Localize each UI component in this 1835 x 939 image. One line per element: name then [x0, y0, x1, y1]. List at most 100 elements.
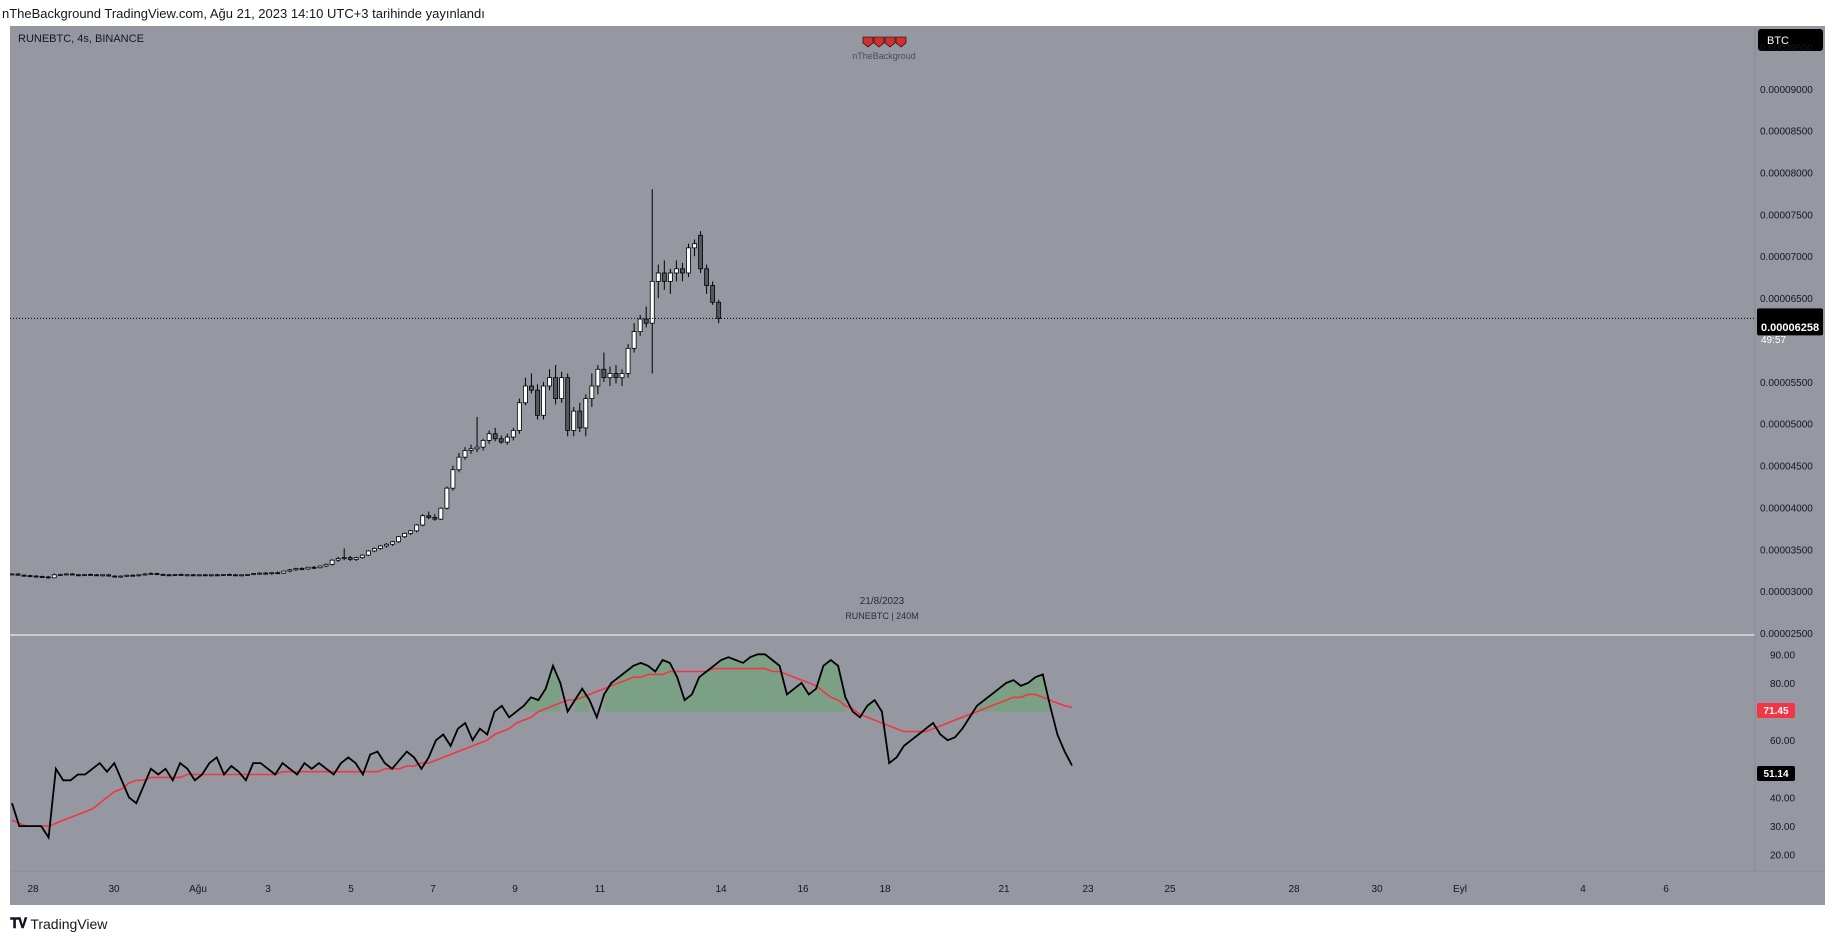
overbought-fill-segment — [867, 700, 875, 712]
candle-body — [649, 280, 655, 324]
last-price-badge-bg — [1757, 308, 1823, 336]
candle-body — [390, 541, 395, 545]
price-pane[interactable] — [10, 26, 1755, 633]
candle-body — [378, 545, 383, 549]
candle-body — [589, 385, 595, 399]
price-tick: 0.00008500 — [1760, 127, 1813, 138]
candle-body — [190, 574, 196, 577]
candle-body — [631, 331, 637, 349]
candle-body — [492, 433, 498, 440]
candle-body — [359, 554, 365, 559]
candle-body — [293, 568, 299, 571]
overbought-fill-segment — [648, 665, 656, 712]
candle-body — [148, 573, 154, 575]
price-axis[interactable]: 0.00009500 0.00009000 0.00008500 0.00008000… — [1760, 43, 1813, 640]
candle-body — [70, 573, 75, 576]
candle-body — [619, 373, 625, 379]
overbought-fill-segment — [801, 682, 809, 712]
candle-body — [384, 543, 389, 547]
time-tick: 25 — [1164, 884, 1176, 895]
candle-body — [136, 574, 142, 577]
candle-body — [661, 272, 667, 282]
candle-body — [94, 574, 99, 577]
candle-body — [456, 456, 462, 471]
shield-icons — [862, 36, 907, 48]
price-tick: 0.00009500 — [1760, 43, 1813, 54]
footer: 𝐓𝐕 TradingView — [0, 907, 1835, 939]
candle-body — [287, 569, 293, 572]
candle-body — [202, 574, 208, 577]
watermark-date: 21/8/2023 — [860, 596, 905, 607]
candle-body — [269, 572, 275, 575]
rsi-lines — [11, 653, 1073, 841]
candle-body — [408, 530, 414, 534]
candle-body — [559, 377, 565, 399]
candle-body — [698, 234, 703, 270]
candle-body — [220, 573, 226, 576]
rsi-tick: 30.00 — [1770, 822, 1795, 833]
price-tick: 0.00008000 — [1760, 169, 1813, 180]
candle-body — [637, 318, 643, 332]
candle-body — [680, 268, 685, 274]
overbought-fill-segment — [830, 660, 839, 712]
overbought-fill-segment — [1020, 682, 1029, 712]
price-tick: 0.00003000 — [1760, 587, 1813, 598]
price-tick: 0.00006500 — [1760, 294, 1813, 305]
candle-body — [541, 385, 546, 416]
candle-body — [613, 373, 619, 379]
tradingview-brand[interactable]: 𝐓𝐕 TradingView — [10, 915, 107, 932]
overbought-fill-segment — [662, 660, 670, 712]
candle-body — [595, 368, 601, 387]
price-tick: 0.00009000 — [1760, 85, 1813, 96]
time-tick: 30 — [108, 884, 120, 895]
candle-body — [263, 572, 269, 575]
candle-body — [142, 573, 148, 576]
candle-body — [341, 557, 347, 560]
rsi-tick: 40.00 — [1770, 793, 1795, 804]
candle-body — [184, 574, 190, 577]
chart-frame[interactable]: RUNEBTC, 4s, BINANCE nTheBackgroud BTC 2… — [10, 26, 1825, 905]
candle-body — [33, 575, 39, 578]
time-tick: 6 — [1663, 884, 1669, 895]
overbought-fill-segment — [779, 665, 787, 712]
chart-svg[interactable]: RUNEBTC, 4s, BINANCE nTheBackgroud BTC 2… — [10, 26, 1825, 905]
overbought-fill-segment — [706, 665, 714, 712]
overbought-fill-segment — [574, 688, 583, 712]
rsi-overbought-fill — [523, 654, 1051, 712]
bar-countdown: 49:57 — [1761, 335, 1786, 346]
candle-body — [601, 368, 607, 379]
overbought-fill-segment — [633, 662, 641, 712]
candle-body — [565, 377, 571, 431]
candle-body — [112, 575, 118, 578]
author-badge: nTheBackgroud — [852, 36, 916, 61]
overbought-fill-segment — [786, 688, 795, 712]
candle-body — [547, 377, 552, 387]
candle-body — [432, 517, 438, 520]
candle-body — [365, 550, 371, 556]
brand-name: TradingView — [30, 915, 108, 932]
overbought-fill-segment — [699, 671, 707, 712]
currency-button-bg[interactable] — [1758, 29, 1823, 51]
candle-body — [51, 574, 57, 579]
rsi-axis[interactable]: 90.00 80.00 60.00 40.00 30.00 20.00 — [1770, 650, 1795, 861]
candle-body — [577, 410, 583, 429]
rsi-ma-badge-bg — [1757, 703, 1795, 718]
overbought-fill-segment — [552, 665, 561, 712]
overbought-fill-segment — [523, 697, 532, 712]
currency-button[interactable]: BTC — [1758, 29, 1823, 51]
candle-body — [335, 558, 341, 561]
overbought-fill-segment — [713, 660, 722, 712]
rsi-ma-badge: 71.45 — [1757, 703, 1795, 718]
overbought-fill-segment — [538, 688, 546, 712]
tradingview-logo-icon: 𝐓𝐕 — [10, 915, 27, 931]
candle-body — [39, 576, 45, 578]
time-axis[interactable]: 28 30 Ağu 3 5 7 9 11 14 16 18 21 23 25 28 30 Eyl 4 6 — [27, 884, 1669, 895]
overbought-fill-segment — [735, 660, 744, 712]
currency-button-label[interactable]: BTC — [1767, 35, 1789, 47]
candle-body — [257, 572, 263, 575]
overbought-fill-segment — [794, 682, 802, 712]
symbol-legend[interactable]: RUNEBTC, 4s, BINANCE — [18, 33, 144, 45]
candle-body — [516, 402, 522, 431]
candle-body — [371, 548, 377, 552]
candle-body — [251, 573, 257, 575]
